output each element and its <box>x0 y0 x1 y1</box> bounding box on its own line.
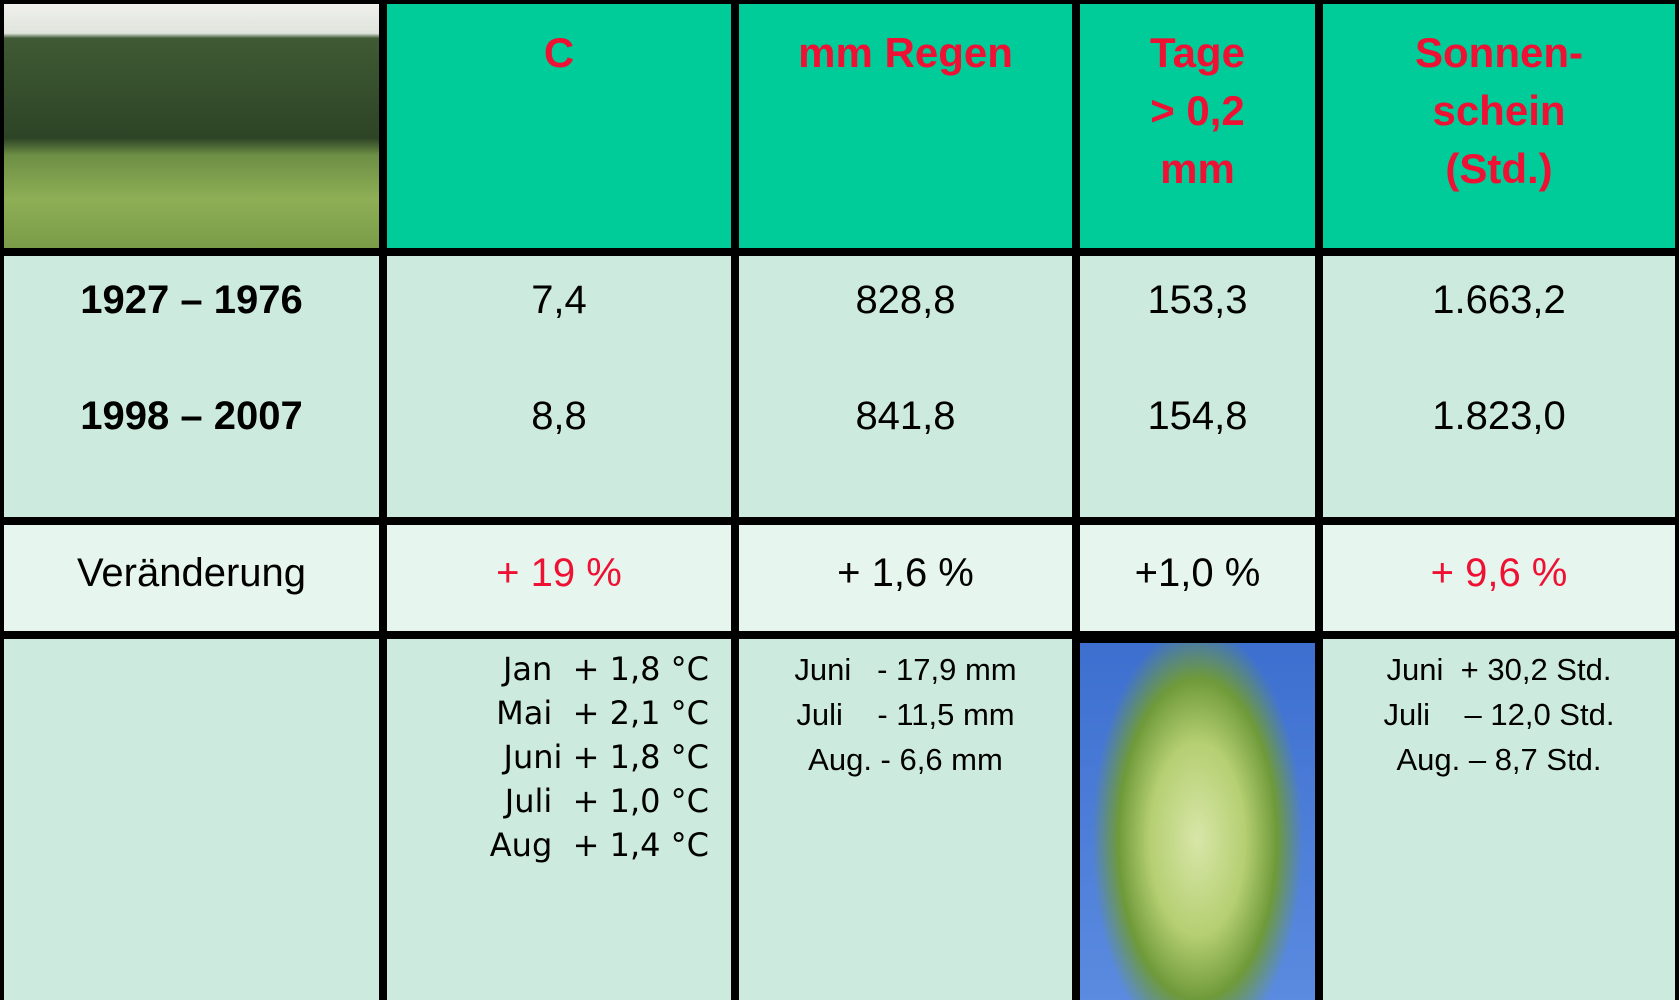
detail-line: Aug. - 6,6 mm <box>739 737 1072 782</box>
detail-line: Juli - 11,5 mm <box>739 692 1072 737</box>
value: 7,4 <box>387 278 731 323</box>
change-label: Veränderung <box>4 525 379 631</box>
value-cell: 7,4 8,8 <box>387 256 731 517</box>
detail-line: Aug + 1,4 °C <box>387 823 709 867</box>
detail-line: Juli + 1,0 °C <box>387 779 709 823</box>
detail-line: Jan + 1,8 °C <box>387 647 709 691</box>
empty-cell <box>4 639 379 1000</box>
value: 154,8 <box>1080 394 1315 439</box>
header-cell: Sonnen- schein (Std.) <box>1323 4 1675 248</box>
value: 153,3 <box>1080 278 1315 323</box>
change-value: + 1,6 % <box>739 525 1072 631</box>
hop-field-photo <box>4 4 379 248</box>
value-cell: 153,3 154,8 <box>1080 256 1315 517</box>
value: 828,8 <box>739 278 1072 323</box>
slide-table: C mm Regen Tage > 0,2 mm Sonnen- schein … <box>0 0 1679 1000</box>
period-label: 1927 – 1976 <box>4 278 379 323</box>
detail-line: Juni + 1,8 °C <box>387 735 709 779</box>
detail-line: Juni - 17,9 mm <box>739 647 1072 692</box>
change-value: + 19 % <box>387 525 731 631</box>
period-label: 1998 – 2007 <box>4 394 379 439</box>
header-cell: Tage > 0,2 mm <box>1080 4 1315 248</box>
value-cell: 828,8 841,8 <box>739 256 1072 517</box>
value-cell: 1.663,2 1.823,0 <box>1323 256 1675 517</box>
value: 841,8 <box>739 394 1072 439</box>
value: 8,8 <box>387 394 731 439</box>
value: 1.823,0 <box>1323 394 1675 439</box>
sunshine-details: Juni + 30,2 Std.Juli – 12,0 Std.Aug. – 8… <box>1323 639 1675 1000</box>
detail-line: Aug. – 8,7 Std. <box>1323 737 1675 782</box>
value: 1.663,2 <box>1323 278 1675 323</box>
period-cell: 1927 – 1976 1998 – 2007 <box>4 256 379 517</box>
detail-line: Mai + 2,1 °C <box>387 691 709 735</box>
detail-line: Juni + 30,2 Std. <box>1323 647 1675 692</box>
header-cell: C <box>387 4 731 248</box>
header-cell: mm Regen <box>739 4 1072 248</box>
hop-plant-photo <box>1080 643 1315 1000</box>
change-value: + 9,6 % <box>1323 525 1675 631</box>
detail-line: Juli – 12,0 Std. <box>1323 692 1675 737</box>
change-value: +1,0 % <box>1080 525 1315 631</box>
